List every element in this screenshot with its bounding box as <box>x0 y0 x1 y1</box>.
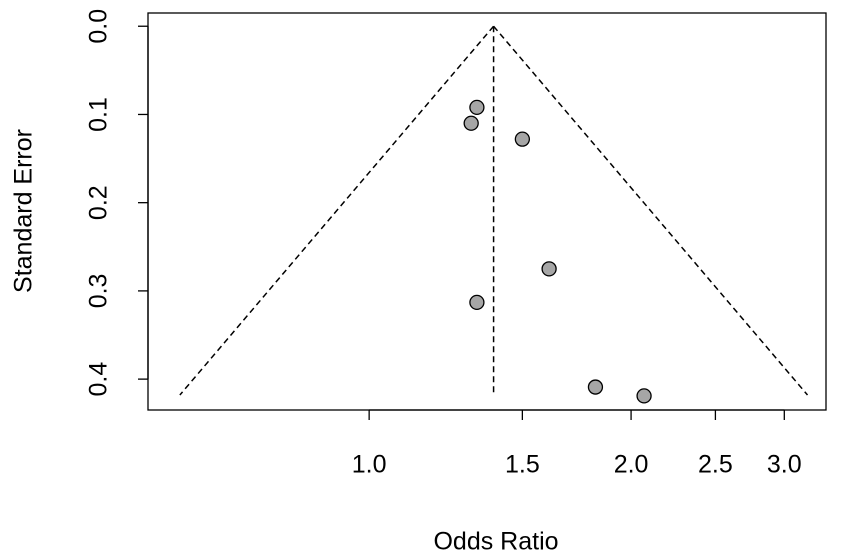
point <box>514 131 531 147</box>
point <box>469 294 485 311</box>
y-tick-label: 0.4 <box>85 362 113 397</box>
point <box>587 379 604 395</box>
x-tick-label: 1.5 <box>505 451 540 479</box>
point <box>469 99 485 116</box>
y-tick-label: 0.0 <box>85 9 113 44</box>
x-tick-label: 2.0 <box>614 451 649 479</box>
y-axis-label: Standard Error <box>10 129 38 293</box>
point <box>636 388 652 404</box>
x-tick-label: 2.5 <box>698 451 733 479</box>
y-tick-label: 0.1 <box>85 97 113 132</box>
point <box>463 115 479 131</box>
funnel-line <box>179 25 495 396</box>
x-tick-label: 3.0 <box>767 451 802 479</box>
x-axis-label: Odds Ratio <box>433 528 558 556</box>
y-tick-label: 0.2 <box>85 185 113 220</box>
point <box>541 261 557 277</box>
y-tick-label: 0.3 <box>85 274 113 309</box>
funnel-line <box>493 25 809 396</box>
x-tick-label: 1.0 <box>352 451 387 479</box>
plot-frame <box>147 12 827 411</box>
